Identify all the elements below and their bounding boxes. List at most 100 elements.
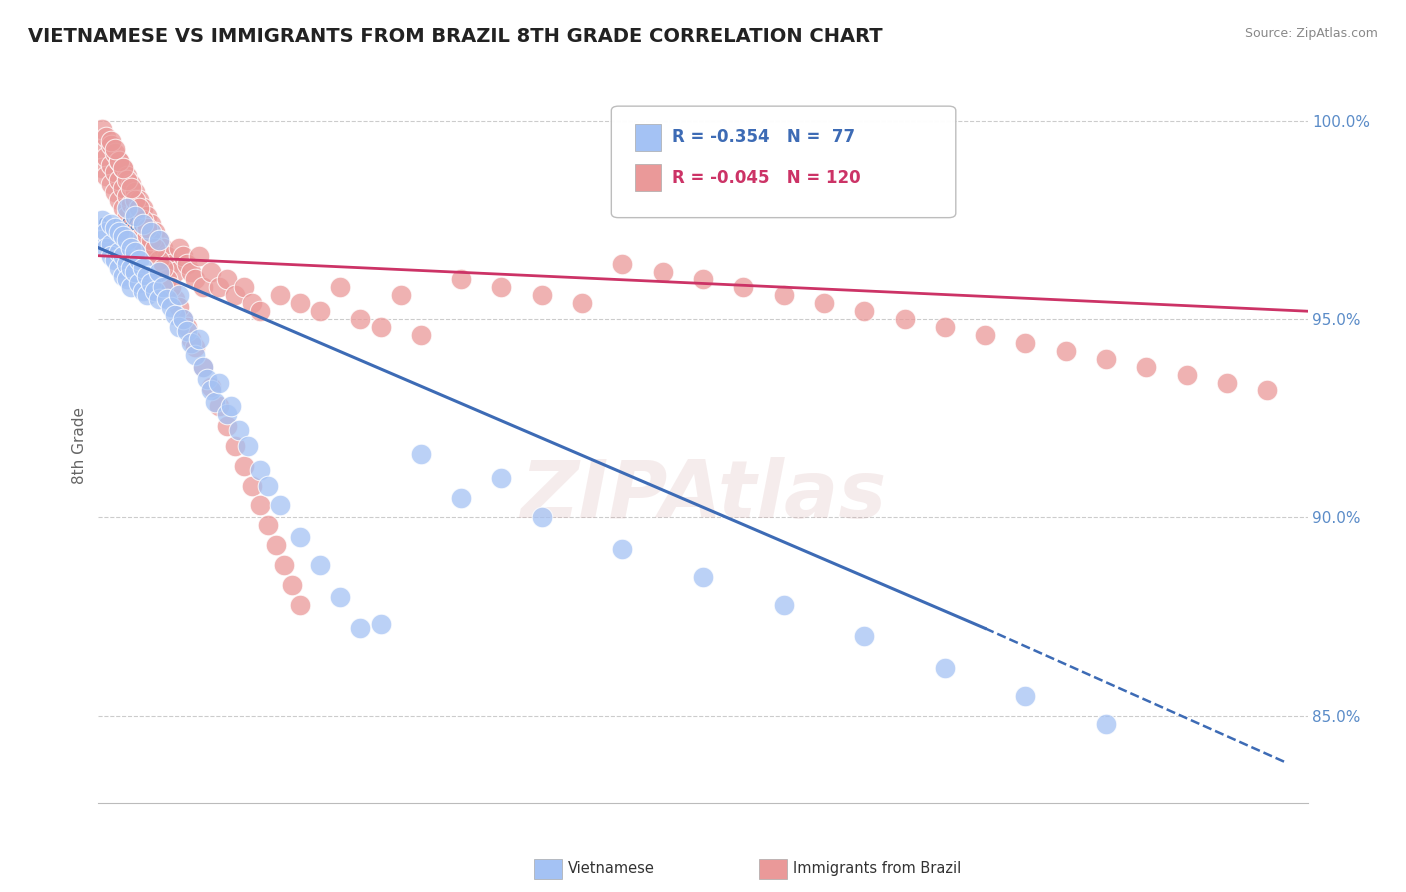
Point [139, 277, 162, 291]
Point [103, 186, 125, 200]
Point [132, 213, 155, 227]
Point [450, 272, 472, 286]
Point [163, 264, 186, 278]
Point [115, 257, 138, 271]
Point [204, 395, 226, 409]
Point [240, 478, 263, 492]
Point [530, 510, 553, 524]
Point [111, 161, 134, 176]
Point [389, 288, 412, 302]
Point [91, 233, 114, 247]
Point [107, 173, 129, 187]
Point [772, 598, 794, 612]
Point [491, 280, 513, 294]
Point [103, 221, 125, 235]
Point [1175, 368, 1198, 382]
Point [148, 233, 170, 247]
Point [143, 225, 166, 239]
Point [103, 252, 125, 267]
Point [224, 288, 246, 302]
Point [115, 189, 138, 203]
Point [167, 288, 190, 302]
Point [103, 165, 125, 179]
Point [193, 359, 215, 374]
Point [184, 340, 207, 354]
Point [309, 304, 332, 318]
Y-axis label: 8th Grade: 8th Grade [72, 408, 87, 484]
Point [236, 439, 259, 453]
Text: Vietnamese: Vietnamese [568, 862, 655, 876]
Point [156, 272, 179, 286]
Point [91, 213, 114, 227]
Point [208, 376, 231, 390]
Point [91, 161, 114, 176]
Point [208, 400, 231, 414]
Text: ZIPAtlas: ZIPAtlas [520, 457, 886, 535]
Point [100, 249, 122, 263]
Point [148, 264, 170, 278]
Point [349, 621, 371, 635]
Point [228, 423, 250, 437]
Point [132, 221, 155, 235]
Point [309, 558, 332, 572]
Point [256, 518, 278, 533]
Point [120, 181, 142, 195]
Text: VIETNAMESE VS IMMIGRANTS FROM BRAZIL 8TH GRADE CORRELATION CHART: VIETNAMESE VS IMMIGRANTS FROM BRAZIL 8TH… [28, 27, 883, 45]
Point [115, 201, 138, 215]
Point [124, 244, 146, 259]
Point [132, 285, 155, 299]
Point [176, 320, 198, 334]
Point [111, 201, 134, 215]
Point [167, 320, 190, 334]
Text: Source: ZipAtlas.com: Source: ZipAtlas.com [1244, 27, 1378, 40]
Point [132, 260, 155, 275]
Point [167, 241, 190, 255]
Point [974, 328, 997, 343]
Point [132, 201, 155, 215]
Point [188, 332, 211, 346]
Point [221, 400, 243, 414]
Point [1216, 376, 1239, 390]
Point [100, 134, 122, 148]
Point [193, 359, 215, 374]
Point [152, 280, 174, 294]
Point [152, 260, 174, 275]
Point [120, 197, 142, 211]
Point [612, 542, 634, 557]
Point [103, 142, 125, 156]
Point [124, 193, 146, 207]
Point [217, 419, 239, 434]
Point [269, 288, 291, 302]
Point [107, 225, 129, 239]
Point [273, 558, 295, 572]
Point [107, 153, 129, 168]
Point [107, 260, 129, 275]
Point [96, 225, 118, 239]
Point [249, 304, 271, 318]
Point [128, 193, 150, 207]
Point [160, 257, 183, 271]
Point [156, 249, 179, 263]
Point [1256, 384, 1278, 398]
Point [96, 150, 118, 164]
Text: Immigrants from Brazil: Immigrants from Brazil [793, 862, 962, 876]
Point [208, 280, 231, 294]
Point [172, 312, 194, 326]
Point [370, 320, 392, 334]
Point [167, 300, 190, 314]
Point [111, 268, 134, 283]
Point [100, 178, 122, 192]
Point [111, 181, 134, 195]
Point [281, 578, 304, 592]
Point [1135, 359, 1157, 374]
Point [107, 193, 129, 207]
Point [135, 209, 157, 223]
Point [180, 264, 202, 278]
Point [124, 205, 146, 219]
Point [217, 272, 239, 286]
Point [156, 293, 179, 307]
Point [128, 277, 150, 291]
Point [124, 186, 146, 200]
Point [96, 241, 118, 255]
Point [264, 538, 287, 552]
